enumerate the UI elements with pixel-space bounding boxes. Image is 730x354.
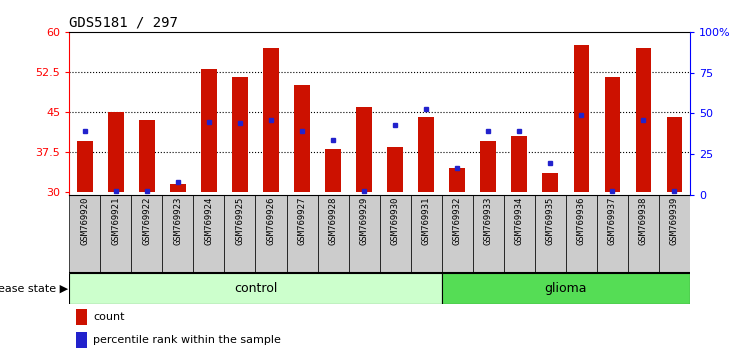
Bar [201,69,217,192]
Text: GSM769926: GSM769926 [266,197,275,245]
Bar [76,332,87,348]
Bar [69,273,442,304]
Text: GSM769935: GSM769935 [546,197,555,245]
Text: GSM769939: GSM769939 [670,197,679,245]
Bar [512,136,527,192]
Bar [162,195,193,273]
Bar [388,147,403,192]
Bar [566,195,596,273]
Bar [504,195,534,273]
Bar [658,195,690,273]
Bar [442,273,690,304]
Bar [264,48,279,192]
Bar [326,149,341,192]
Bar [131,195,162,273]
Text: GSM769936: GSM769936 [577,197,585,245]
Bar [286,195,318,273]
Text: GSM769923: GSM769923 [174,197,182,245]
Bar [480,141,496,192]
Text: GSM769938: GSM769938 [639,197,648,245]
Bar [574,45,589,192]
Bar [77,141,93,192]
Bar [628,195,658,273]
Bar [101,195,131,273]
Bar [232,77,247,192]
Text: GSM769929: GSM769929 [360,197,369,245]
Text: GSM769920: GSM769920 [80,197,89,245]
Bar [380,195,410,273]
Bar [450,168,465,192]
Bar [224,195,255,273]
Text: disease state ▶: disease state ▶ [0,284,68,293]
Bar [636,48,651,192]
Text: count: count [93,312,124,322]
Text: control: control [234,282,277,295]
Text: GSM769932: GSM769932 [453,197,461,245]
Bar [666,117,682,192]
Text: GSM769933: GSM769933 [484,197,493,245]
Bar [410,195,442,273]
Bar [418,117,434,192]
Bar [534,195,566,273]
Text: GSM769925: GSM769925 [236,197,245,245]
Bar [442,195,473,273]
Bar [69,195,100,273]
Text: GSM769937: GSM769937 [608,197,617,245]
Text: GSM769930: GSM769930 [391,197,399,245]
Text: GSM769928: GSM769928 [328,197,337,245]
Bar [473,195,504,273]
Bar [596,195,628,273]
Bar [76,309,87,325]
Bar [604,77,620,192]
Bar [170,184,185,192]
Bar [542,173,558,192]
Text: GDS5181 / 297: GDS5181 / 297 [69,15,178,29]
Bar [294,85,310,192]
Text: GSM769924: GSM769924 [204,197,213,245]
Bar [255,195,286,273]
Bar [139,120,155,192]
Text: GSM769921: GSM769921 [112,197,120,245]
Text: glioma: glioma [545,282,587,295]
Text: GSM769934: GSM769934 [515,197,523,245]
Bar [318,195,348,273]
Text: GSM769927: GSM769927 [298,197,307,245]
Bar [193,195,225,273]
Bar [356,107,372,192]
Text: percentile rank within the sample: percentile rank within the sample [93,335,281,345]
Bar [108,112,123,192]
Text: GSM769931: GSM769931 [422,197,431,245]
Text: GSM769922: GSM769922 [142,197,151,245]
Bar [349,195,380,273]
